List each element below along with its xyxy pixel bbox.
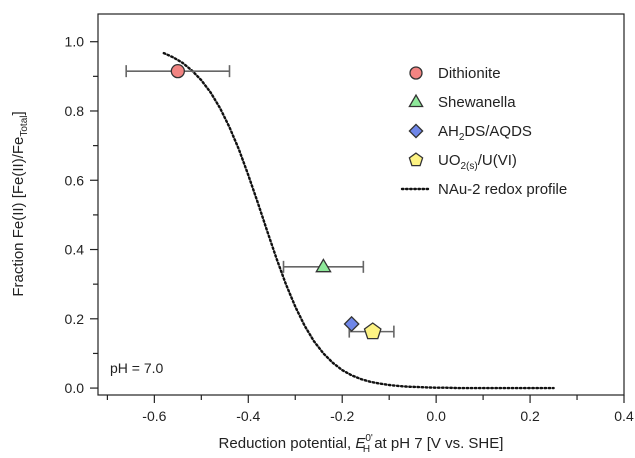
- y-tick-label: 0.8: [65, 103, 85, 119]
- data-points: [170, 64, 382, 340]
- redox-profile-curve: [162, 51, 555, 390]
- legend: Dithionite Shewanella AH2DS/AQDS UO2(s)/U(V…: [400, 65, 567, 198]
- plot-frame: [97, 13, 625, 396]
- x-tick-label: 0.2: [520, 408, 540, 424]
- y-axis-title: Fraction Fe(II) [Fe(II)/FeTotal]: [10, 111, 30, 296]
- legend-marker: [408, 123, 424, 139]
- y-axis-ticks: 0.0 0.2 0.4 0.6 0.8 1.0: [65, 34, 98, 396]
- error-bars: [125, 65, 395, 338]
- legend-label: AH2DS/AQDS: [438, 123, 532, 143]
- x-tick-label: -0.4: [236, 408, 260, 424]
- legend-label: UO2(s)/U(VI): [438, 152, 517, 172]
- ph-annotation: pH = 7.0: [110, 360, 164, 376]
- x-axis-title: Reduction potential, E0' H at pH 7 [V vs.…: [219, 433, 504, 455]
- legend-marker: [408, 152, 424, 167]
- y-tick-label: 0.6: [65, 172, 85, 188]
- data-point: [363, 322, 382, 340]
- data-point: [170, 64, 185, 79]
- legend-label: Shewanella: [438, 94, 516, 111]
- y-tick-label: 0.2: [65, 311, 85, 327]
- y-tick-label: 0.0: [65, 380, 85, 396]
- legend-label: NAu-2 redox profile: [438, 181, 567, 198]
- x-tick-label: 0.0: [426, 408, 446, 424]
- data-point: [315, 258, 332, 273]
- x-tick-label: -0.6: [142, 408, 166, 424]
- legend-marker: [409, 66, 423, 80]
- legend-marker: [408, 93, 424, 108]
- x-tick-label: 0.4: [614, 408, 634, 424]
- y-tick-label: 0.4: [65, 242, 85, 258]
- x-axis-ticks: -0.6 -0.4 -0.2 0.0 0.2 0.4: [106, 395, 634, 424]
- data-point: [343, 315, 360, 333]
- y-tick-label: 1.0: [65, 34, 85, 50]
- x-tick-label: -0.2: [330, 408, 354, 424]
- legend-label: Dithionite: [438, 65, 501, 82]
